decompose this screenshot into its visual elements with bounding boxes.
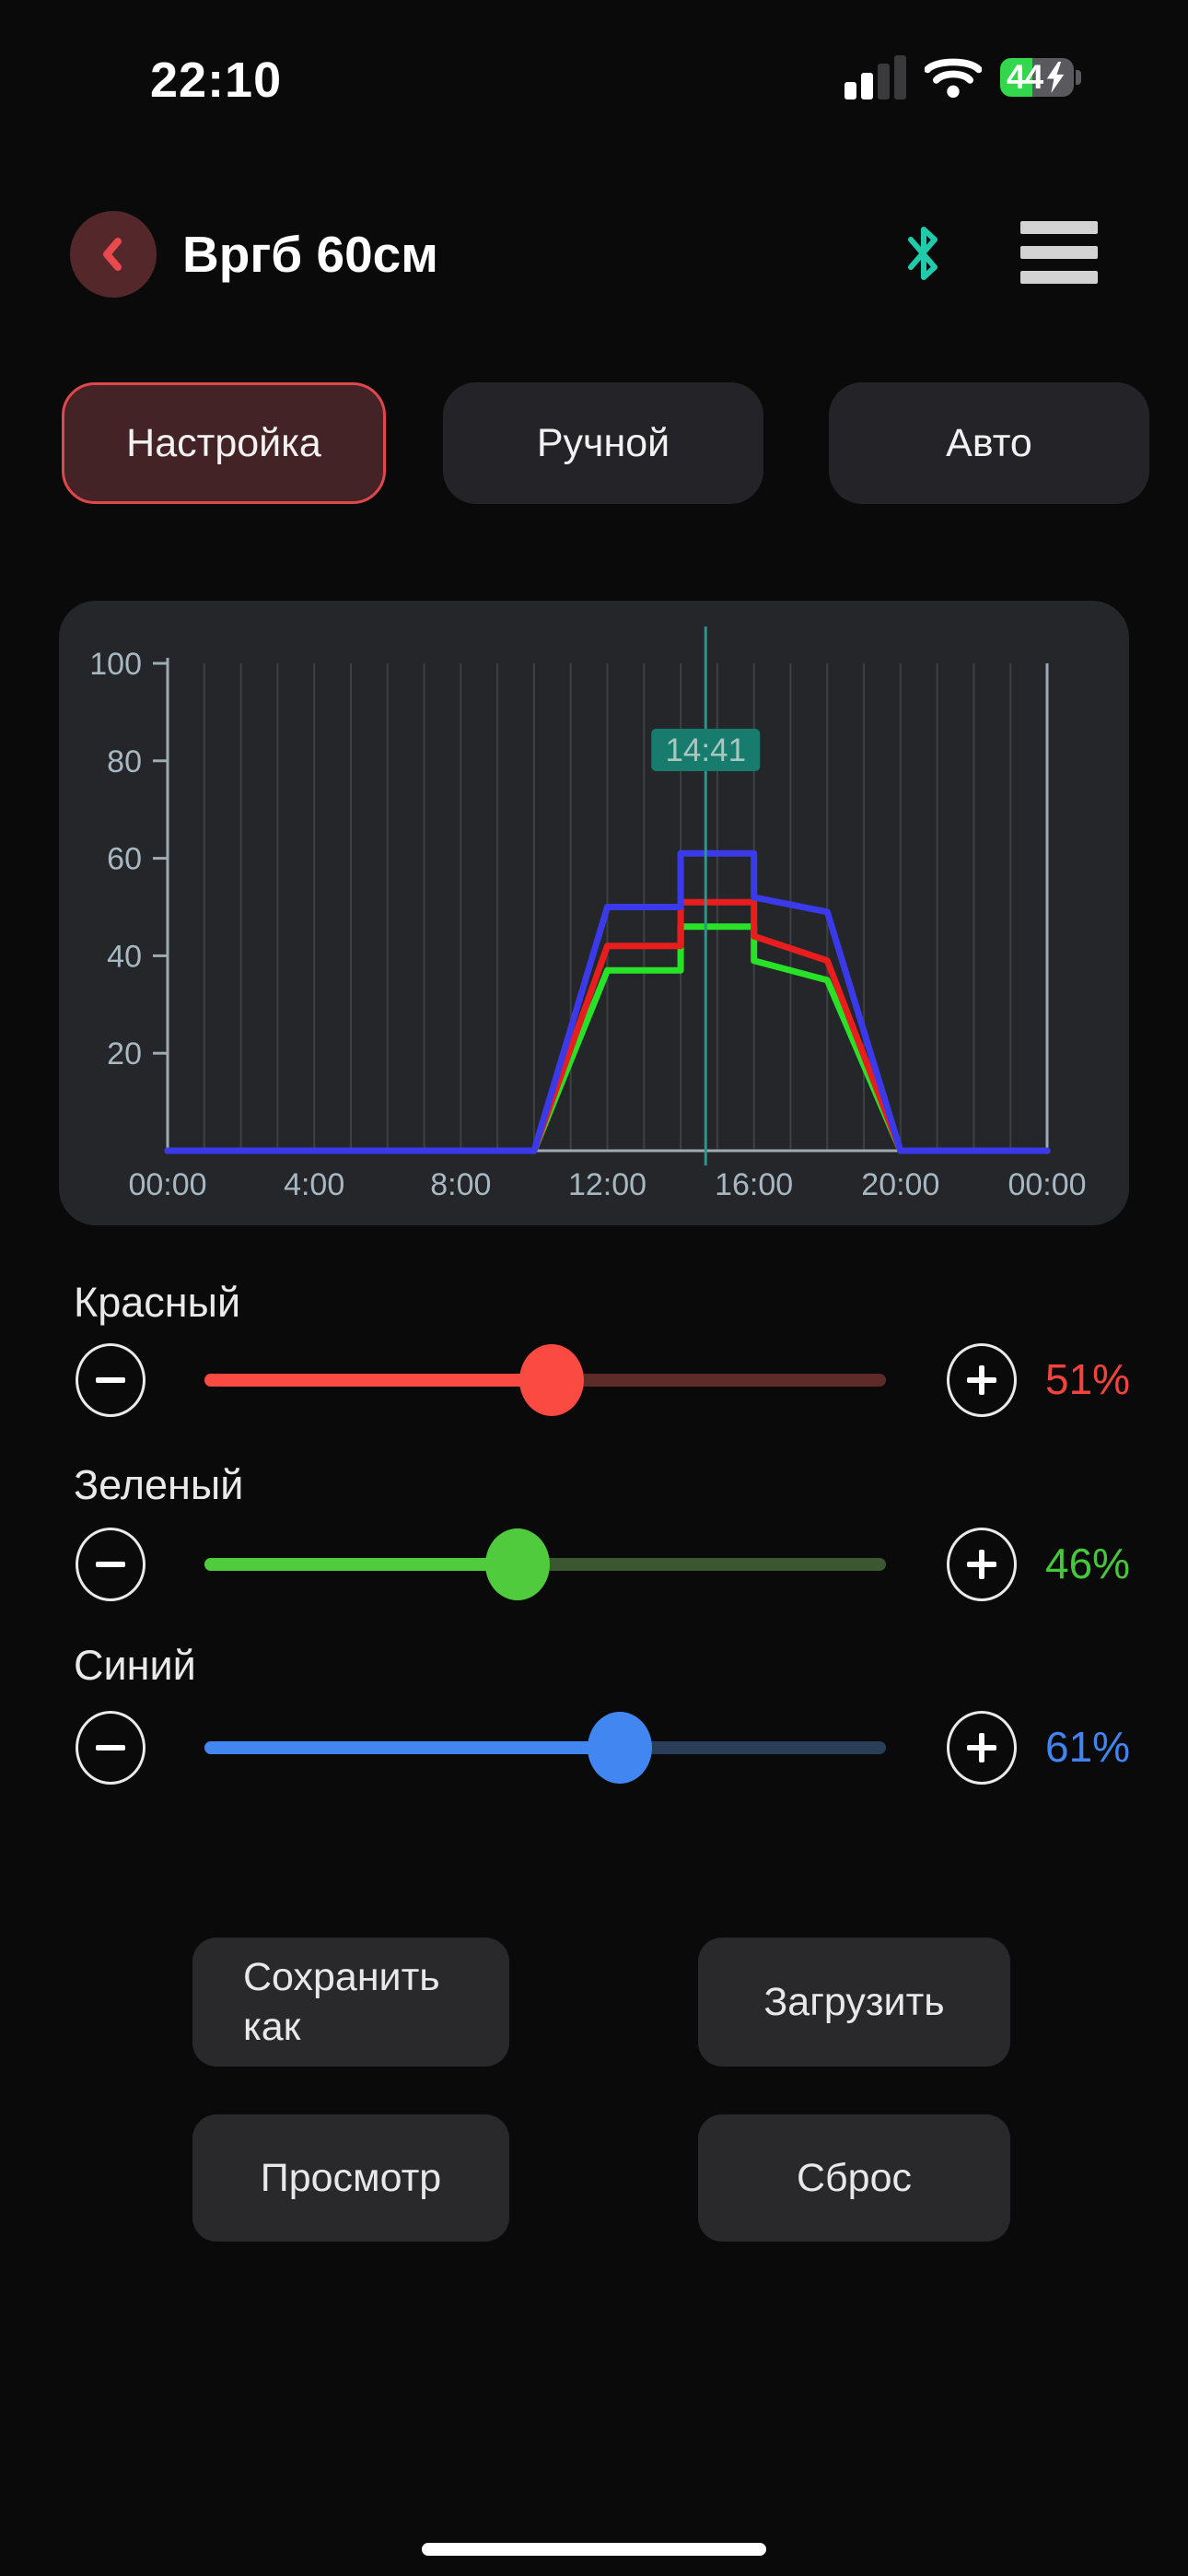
blue-slider-fill xyxy=(204,1741,620,1754)
blue-slider-label: Синий xyxy=(74,1642,196,1689)
svg-text:80: 80 xyxy=(107,744,142,779)
green-increase-button[interactable] xyxy=(947,1528,1017,1601)
menu-bar xyxy=(1020,271,1098,284)
blue-channel-line xyxy=(164,849,1051,1154)
charging-bolt-icon xyxy=(1046,62,1065,93)
green-slider-thumb[interactable] xyxy=(485,1528,550,1600)
green-slider-label: Зеленый xyxy=(74,1461,244,1508)
home-indicator[interactable] xyxy=(422,2543,766,2556)
blue-decrease-button[interactable] xyxy=(76,1711,146,1785)
svg-text:4:00: 4:00 xyxy=(284,1167,344,1202)
svg-text:60: 60 xyxy=(107,842,142,877)
svg-text:8:00: 8:00 xyxy=(430,1167,491,1202)
menu-bar xyxy=(1020,221,1098,234)
blue-increase-button[interactable] xyxy=(947,1711,1017,1785)
hamburger-menu-button[interactable] xyxy=(1020,221,1098,284)
cellular-signal-icon xyxy=(844,55,906,100)
bluetooth-icon[interactable] xyxy=(904,224,943,283)
battery-percent-text: 44 xyxy=(1007,58,1043,96)
battery-nub xyxy=(1076,70,1081,85)
rgb-schedule-chart: 20 40 60 80 100 00:00 4:00 8:00 12:00 16:00 20:00 0… xyxy=(89,626,1087,1202)
red-increase-button[interactable] xyxy=(947,1343,1017,1417)
svg-text:20: 20 xyxy=(107,1036,142,1071)
status-clock: 22:10 xyxy=(150,53,283,108)
green-channel-line xyxy=(164,923,1051,1154)
current-time-badge-text: 14:41 xyxy=(665,732,746,768)
red-slider-thumb[interactable] xyxy=(519,1344,584,1416)
svg-text:00:00: 00:00 xyxy=(1007,1167,1086,1202)
back-button[interactable] xyxy=(70,211,157,298)
red-slider-fill xyxy=(204,1374,552,1387)
green-percent-value: 46% xyxy=(1045,1540,1131,1587)
red-channel-line xyxy=(164,898,1051,1154)
blue-slider-track[interactable] xyxy=(204,1741,886,1754)
tab-auto[interactable]: Авто xyxy=(829,382,1149,504)
save-as-button[interactable]: Сохранить как xyxy=(192,1938,509,2067)
svg-text:00:00: 00:00 xyxy=(128,1167,206,1202)
svg-text:20:00: 20:00 xyxy=(861,1167,939,1202)
wifi-icon xyxy=(925,58,982,99)
rgb-schedule-chart-panel[interactable]: 20 40 60 80 100 00:00 4:00 8:00 12:00 16:00 20:00 0… xyxy=(59,601,1129,1225)
green-slider-fill xyxy=(204,1558,518,1571)
green-decrease-button[interactable] xyxy=(76,1528,146,1601)
load-button[interactable]: Загрузить xyxy=(698,1938,1010,2067)
svg-text:12:00: 12:00 xyxy=(568,1167,646,1202)
battery-icon: 44 xyxy=(1000,58,1074,97)
status-icons: 44 xyxy=(844,55,1081,100)
red-slider-label: Красный xyxy=(74,1279,241,1326)
menu-bar xyxy=(1020,246,1098,259)
svg-text:40: 40 xyxy=(107,939,142,974)
battery-fill xyxy=(1000,58,1033,97)
preview-button[interactable]: Просмотр xyxy=(192,2114,509,2242)
svg-text:16:00: 16:00 xyxy=(715,1167,793,1202)
tab-manual[interactable]: Ручной xyxy=(443,382,763,504)
page-title: Вргб 60см xyxy=(182,226,438,283)
svg-text:100: 100 xyxy=(89,647,142,682)
blue-percent-value: 61% xyxy=(1045,1723,1131,1771)
reset-button[interactable]: Сброс xyxy=(698,2114,1010,2242)
red-percent-value: 51% xyxy=(1045,1355,1131,1403)
red-decrease-button[interactable] xyxy=(76,1343,146,1417)
current-time-badge xyxy=(651,729,761,771)
blue-slider-thumb[interactable] xyxy=(588,1712,652,1784)
chevron-left-icon xyxy=(103,238,122,271)
tab-setup[interactable]: Настройка xyxy=(62,382,386,504)
